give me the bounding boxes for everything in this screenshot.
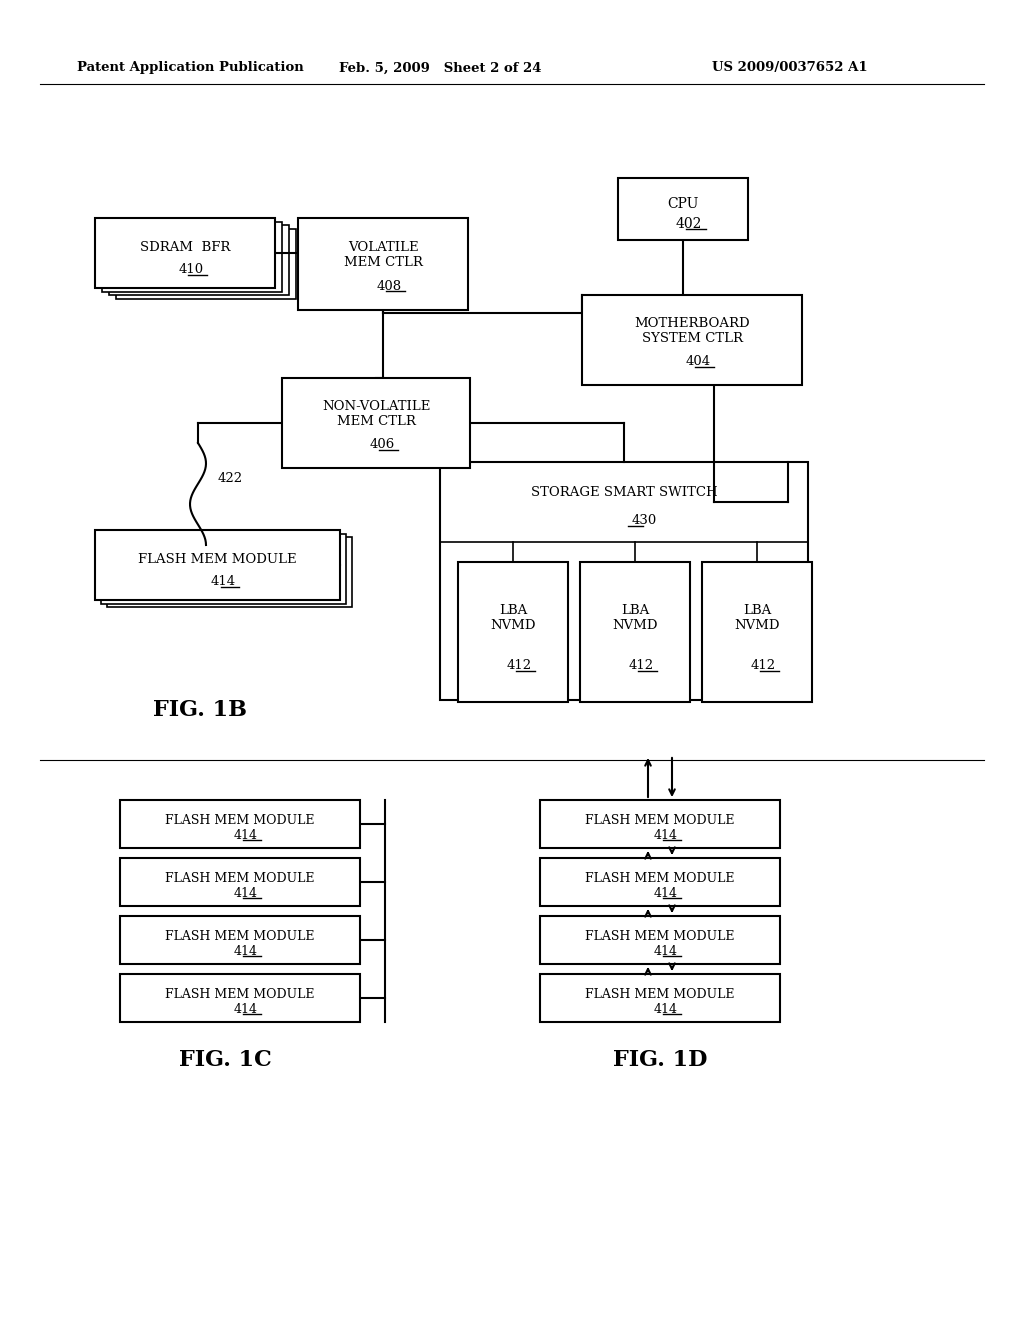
Text: 408: 408 (377, 280, 401, 293)
Text: FLASH MEM MODULE: FLASH MEM MODULE (165, 987, 314, 1001)
Bar (440, 462, 808, 700)
Text: FLASH MEM MODULE: FLASH MEM MODULE (586, 813, 735, 826)
Bar (120, 858, 360, 906)
Text: 402: 402 (676, 216, 702, 231)
Text: NON-VOLATILE
MEM CTLR: NON-VOLATILE MEM CTLR (322, 400, 430, 428)
Text: FIG. 1D: FIG. 1D (612, 1049, 708, 1071)
Text: 412: 412 (751, 659, 775, 672)
Bar (702, 562, 812, 702)
Bar (582, 294, 802, 385)
Text: VOLATILE
MEM CTLR: VOLATILE MEM CTLR (344, 240, 423, 269)
Bar (298, 218, 468, 310)
Text: 414: 414 (234, 887, 258, 900)
Text: 412: 412 (507, 659, 531, 672)
Bar (540, 916, 780, 964)
Text: FIG. 1C: FIG. 1C (178, 1049, 271, 1071)
Bar (109, 224, 289, 294)
Bar (102, 222, 282, 292)
Text: LBA
NVMD: LBA NVMD (734, 605, 779, 632)
Text: 414: 414 (211, 576, 237, 589)
Text: 430: 430 (632, 513, 656, 527)
Text: FIG. 1B: FIG. 1B (153, 700, 247, 721)
Text: SDRAM  BFR: SDRAM BFR (140, 242, 230, 253)
Text: FLASH MEM MODULE: FLASH MEM MODULE (165, 813, 314, 826)
Text: 414: 414 (654, 887, 678, 900)
Bar (120, 974, 360, 1022)
Text: 414: 414 (234, 1003, 258, 1016)
Text: 414: 414 (234, 945, 258, 958)
Bar (116, 228, 296, 298)
Bar (540, 800, 780, 847)
Text: FLASH MEM MODULE: FLASH MEM MODULE (138, 553, 297, 566)
Text: 414: 414 (234, 829, 258, 842)
Text: FLASH MEM MODULE: FLASH MEM MODULE (165, 929, 314, 942)
Text: LBA
NVMD: LBA NVMD (612, 605, 657, 632)
Text: LBA
NVMD: LBA NVMD (490, 605, 536, 632)
Bar (580, 562, 690, 702)
Text: Feb. 5, 2009   Sheet 2 of 24: Feb. 5, 2009 Sheet 2 of 24 (339, 62, 542, 74)
Bar (101, 533, 346, 603)
Text: CPU: CPU (668, 197, 698, 211)
Text: FLASH MEM MODULE: FLASH MEM MODULE (586, 871, 735, 884)
Text: MOTHERBOARD
SYSTEM CTLR: MOTHERBOARD SYSTEM CTLR (634, 317, 750, 345)
Text: 414: 414 (654, 1003, 678, 1016)
Text: 422: 422 (218, 473, 243, 486)
Text: Patent Application Publication: Patent Application Publication (77, 62, 303, 74)
Bar (120, 916, 360, 964)
Text: FLASH MEM MODULE: FLASH MEM MODULE (586, 929, 735, 942)
Bar (95, 531, 340, 601)
Text: FLASH MEM MODULE: FLASH MEM MODULE (165, 871, 314, 884)
Bar (95, 218, 275, 288)
Text: 412: 412 (629, 659, 653, 672)
Bar (618, 178, 748, 240)
Text: FLASH MEM MODULE: FLASH MEM MODULE (586, 987, 735, 1001)
Text: 414: 414 (654, 829, 678, 842)
Bar (120, 800, 360, 847)
Bar (106, 537, 352, 607)
Bar (540, 858, 780, 906)
Text: US 2009/0037652 A1: US 2009/0037652 A1 (712, 62, 867, 74)
Bar (282, 378, 470, 469)
Text: 414: 414 (654, 945, 678, 958)
Bar (458, 562, 568, 702)
Text: 406: 406 (370, 438, 394, 451)
Text: STORAGE SMART SWITCH: STORAGE SMART SWITCH (530, 486, 718, 499)
Text: 410: 410 (178, 263, 204, 276)
Text: 404: 404 (685, 355, 711, 368)
Bar (540, 974, 780, 1022)
